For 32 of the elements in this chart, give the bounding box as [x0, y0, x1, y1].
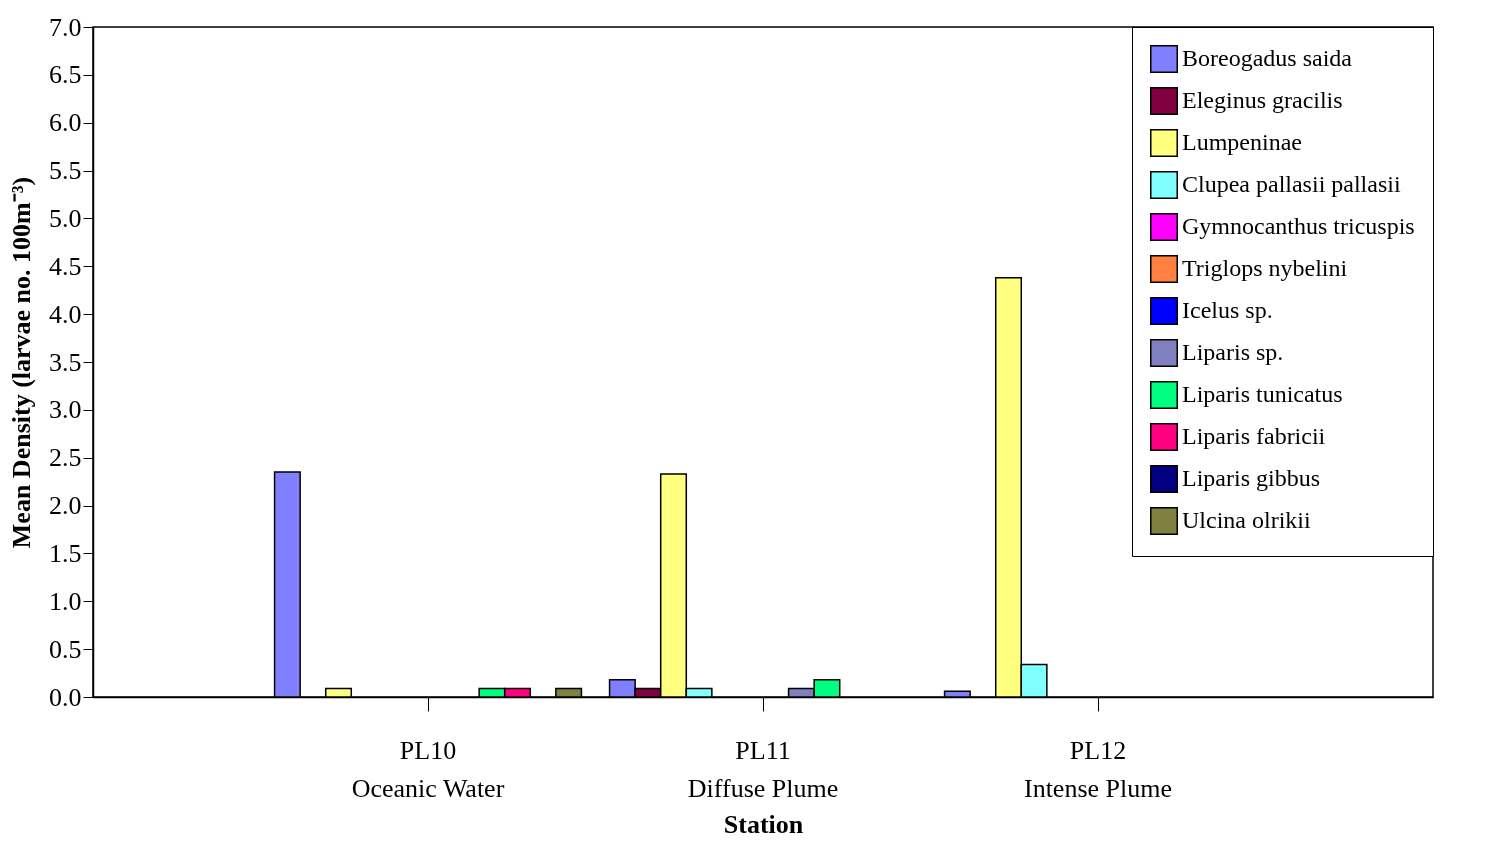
- x-tick-label: PL11 Diffuse Plume: [687, 735, 839, 803]
- legend-label: Liparis gibbus: [1182, 465, 1320, 491]
- x-tick-label: PL12 Intense Plume: [1023, 735, 1173, 803]
- legend-label: Icelus sp.: [1182, 297, 1273, 323]
- y-tick-label: 7.0: [49, 12, 82, 42]
- legend-label: Eleginus gracilis: [1182, 87, 1343, 113]
- y-axis-title: Mean Density (larvae no. 100m⁻³): [7, 176, 36, 549]
- y-tick-label: 4.0: [49, 299, 82, 329]
- y-tick-label: 0.5: [49, 634, 82, 664]
- legend-label: Liparis tunicatus: [1182, 381, 1343, 407]
- legend-label: Triglops nybelini: [1182, 255, 1348, 281]
- x-axis-title: Station: [723, 809, 804, 839]
- legend-label: Lumpeninae: [1182, 129, 1302, 155]
- y-tick-label: 6.0: [49, 108, 82, 138]
- y-tick-label: 0.0: [49, 682, 82, 712]
- legend-label: Clupea pallasii pallasii: [1182, 171, 1401, 197]
- y-tick-label: 5.5: [49, 156, 82, 186]
- y-tick-label: 3.5: [49, 347, 82, 377]
- y-tick-label: 6.5: [49, 60, 82, 90]
- legend-label: Liparis fabricii: [1182, 423, 1326, 449]
- y-tick-label: 3.0: [49, 395, 82, 425]
- legend-label: Liparis sp.: [1182, 339, 1284, 365]
- legend-label: Gymnocanthus tricuspis: [1182, 213, 1415, 239]
- y-tick-label: 5.0: [49, 203, 82, 233]
- y-tick-label: 4.5: [49, 251, 82, 281]
- y-tick-label: 1.5: [49, 538, 82, 568]
- y-tick-label: 1.0: [49, 586, 82, 616]
- y-tick-label: 2.5: [49, 443, 82, 473]
- y-tick-label: 2.0: [49, 491, 82, 521]
- legend-label: Ulcina olrikii: [1182, 507, 1311, 533]
- x-tick-label: PL10 Oceanic Water: [351, 735, 505, 803]
- legend-label: Boreogadus saida: [1182, 45, 1353, 71]
